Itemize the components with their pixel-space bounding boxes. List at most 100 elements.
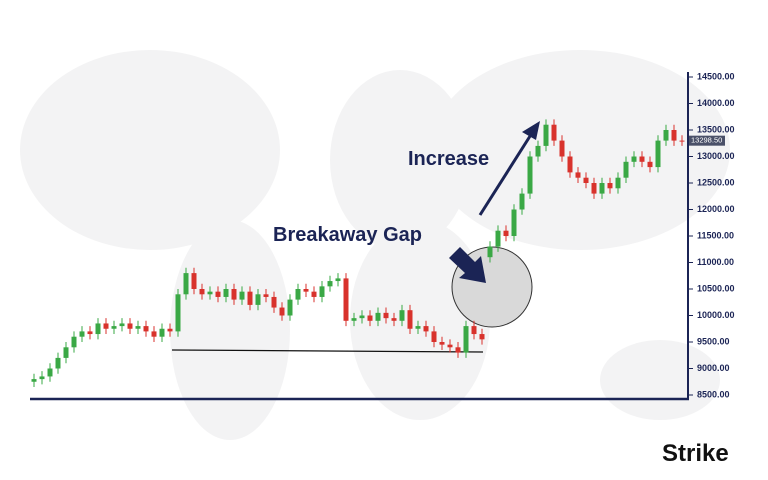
candle-body <box>423 326 429 332</box>
candle-body <box>271 296 277 308</box>
candle-body <box>343 278 349 321</box>
candle-body <box>223 289 229 297</box>
candle-body <box>551 124 557 141</box>
candle-body <box>623 161 629 178</box>
plot-area <box>31 119 685 388</box>
candle-body <box>151 331 157 337</box>
candle-body <box>255 294 261 305</box>
candle-body <box>615 177 621 189</box>
candle-body <box>71 336 77 348</box>
candle-body <box>31 379 37 382</box>
y-tick-label: 14500.00 <box>697 71 735 81</box>
y-tick-label: 10500.00 <box>697 283 735 293</box>
candle-body <box>39 376 45 380</box>
candle-body <box>79 331 85 337</box>
candle-body <box>607 183 613 189</box>
candle-body <box>591 183 597 194</box>
candle-body <box>335 278 341 282</box>
y-tick-label: 11500.00 <box>697 230 734 240</box>
candle-body <box>679 140 685 142</box>
price-tag-label: 13298.50 <box>691 136 722 145</box>
increase-arrow <box>478 121 540 216</box>
candle-body <box>487 246 493 258</box>
candle-body <box>535 145 541 157</box>
support-line <box>171 349 484 353</box>
candle-body <box>359 315 365 319</box>
candle-body <box>455 347 461 353</box>
candle-body <box>471 326 477 335</box>
annotation: Breakaway Gap <box>273 224 422 246</box>
candle-body <box>199 289 205 295</box>
y-tick-label: 8500.00 <box>697 389 730 399</box>
candle-body <box>119 323 125 327</box>
candle-body <box>127 323 133 329</box>
candle-body <box>279 307 285 316</box>
candle-body <box>95 323 101 335</box>
candle-body <box>543 124 549 146</box>
y-tick-label: 11000.00 <box>697 257 734 267</box>
candle-body <box>495 230 501 247</box>
candle-body <box>287 299 293 316</box>
y-tick-label: 12000.00 <box>697 204 735 214</box>
annotation: Increase <box>408 148 489 170</box>
candle-body <box>415 326 421 329</box>
candle-body <box>319 286 325 297</box>
candle-body <box>87 331 93 335</box>
candle-body <box>159 328 165 337</box>
candle-body <box>247 291 253 305</box>
candle-body <box>431 331 437 342</box>
candle-body <box>175 294 181 332</box>
y-tick-label: 13000.00 <box>697 151 735 161</box>
candle-body <box>391 318 397 321</box>
candle-body <box>295 289 301 300</box>
candle-body <box>407 310 413 329</box>
candle-body <box>183 273 189 295</box>
candle-body <box>143 326 149 332</box>
candle-body <box>167 328 173 332</box>
candle-body <box>575 172 581 178</box>
y-tick-label: 13500.00 <box>697 124 735 134</box>
candle-body <box>239 291 245 300</box>
candle-body <box>63 347 69 358</box>
candle-body <box>103 323 109 329</box>
candle-body <box>383 312 389 319</box>
candle-body <box>367 315 373 321</box>
price-tag <box>689 135 725 146</box>
candle-body <box>399 310 405 321</box>
candle-body <box>599 183 605 194</box>
candle-body <box>527 156 533 194</box>
candle-body <box>559 140 565 157</box>
candle-body <box>663 130 669 141</box>
candle-body <box>111 326 117 329</box>
candle-body <box>647 161 653 168</box>
candle-body <box>447 344 453 348</box>
candle-body <box>311 291 317 297</box>
candle-body <box>511 209 517 236</box>
candle-body <box>583 177 589 183</box>
candle-body <box>47 368 53 377</box>
y-tick-label: 10000.00 <box>697 310 735 320</box>
candle-body <box>55 357 61 369</box>
candle-body <box>671 130 677 141</box>
candle-body <box>567 156 573 173</box>
candle-body <box>631 156 637 162</box>
y-tick-label: 14000.00 <box>697 98 735 108</box>
candle-body <box>479 334 485 340</box>
candle-body <box>463 326 469 353</box>
world-map-background <box>20 50 730 440</box>
candle-body <box>135 326 141 329</box>
candle-body <box>207 291 213 295</box>
candle-body <box>519 193 525 210</box>
y-tick-label: 9000.00 <box>697 363 730 373</box>
candle-body <box>655 140 661 168</box>
candle-body <box>303 289 309 292</box>
candle-body <box>439 342 445 345</box>
candle-body <box>231 289 237 300</box>
breakaway-arrow <box>449 247 486 283</box>
candle-body <box>327 281 333 287</box>
candle-body <box>191 273 197 289</box>
candle-body <box>503 230 509 236</box>
y-tick-label: 9500.00 <box>697 336 730 346</box>
candle-body <box>263 294 269 297</box>
